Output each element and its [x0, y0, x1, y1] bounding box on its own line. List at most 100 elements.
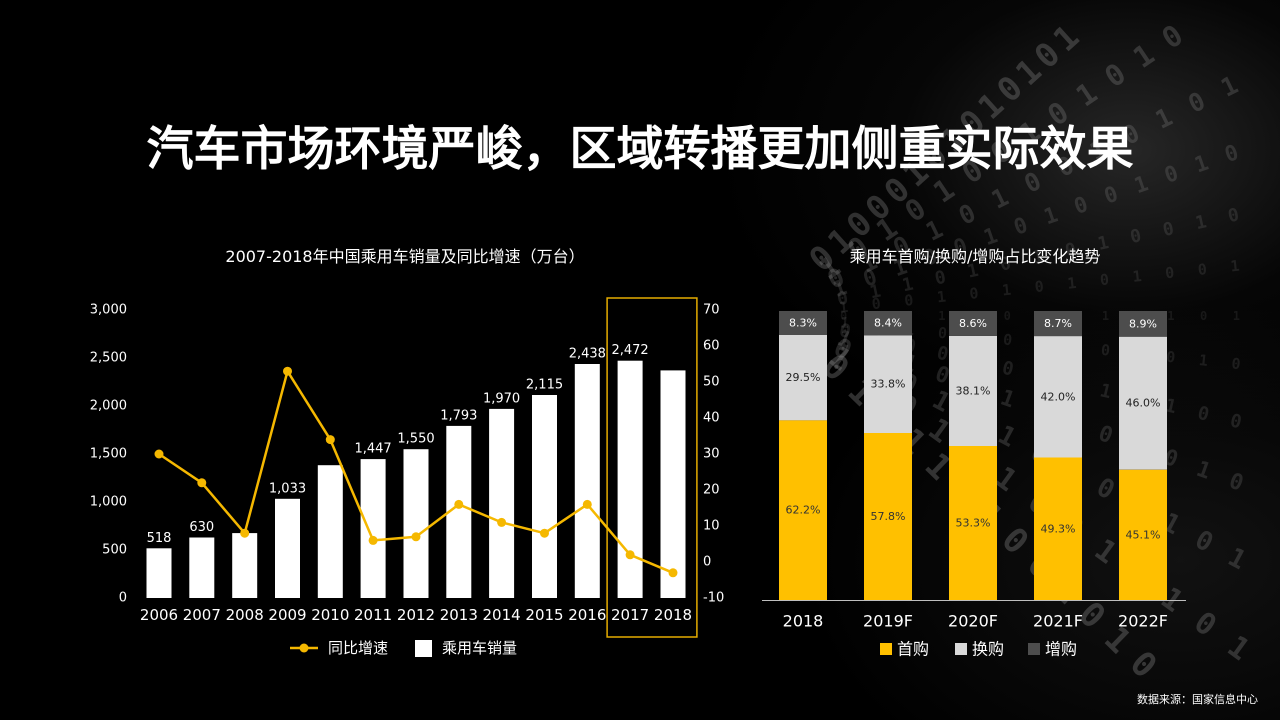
- segment-value-label: 8.3%: [789, 317, 817, 330]
- additional-purchase-segment: [1034, 311, 1082, 337]
- left-axis-tick-label: 0: [119, 591, 127, 606]
- sales-bar-label: 518: [147, 531, 172, 546]
- right-axis-tick-label: 50: [703, 375, 720, 390]
- sales-bar: [317, 465, 343, 598]
- first-purchase-segment: [864, 433, 912, 600]
- segment-value-label: 8.7%: [1044, 317, 1072, 330]
- growth-rate-point: [454, 499, 464, 509]
- sales-bar: [360, 459, 386, 598]
- additional-purchase-segment: [864, 311, 912, 336]
- sales-bar-label: 2,438: [569, 347, 606, 362]
- x-axis-tick-label: 2018: [654, 606, 692, 624]
- sales-bar-label: 1,447: [354, 442, 391, 457]
- sales-bar-label: 2,115: [526, 378, 563, 393]
- growth-rate-point: [540, 528, 549, 538]
- sales-bar: [532, 395, 557, 598]
- segment-value-label: 42.0%: [1041, 390, 1076, 403]
- replacement-purchase-segment: [1119, 336, 1167, 470]
- segment-value-label: 45.1%: [1126, 528, 1161, 541]
- sales-bar: [146, 548, 172, 598]
- right-axis-tick-label: 70: [703, 303, 720, 318]
- right-axis-tick-label: 10: [703, 519, 720, 534]
- segment-value-label: 46.0%: [1126, 397, 1161, 410]
- x-axis-tick-label: 2020F: [948, 612, 998, 631]
- x-axis-tick-label: 2013: [440, 606, 478, 624]
- first-purchase-segment: [949, 446, 997, 600]
- sales-bar: [660, 370, 686, 598]
- sales-bar-label: 2,472: [611, 343, 648, 358]
- sales-bar: [617, 360, 643, 598]
- legend-line-marker: [299, 643, 309, 653]
- segment-value-label: 8.9%: [1129, 317, 1157, 330]
- growth-rate-point: [582, 499, 592, 509]
- x-axis-tick-label: 2006: [140, 606, 178, 624]
- replacement-purchase-segment: [949, 335, 997, 446]
- right-axis-tick-label: 30: [703, 447, 720, 462]
- segment-value-label: 8.4%: [874, 317, 902, 330]
- segment-value-label: 29.5%: [786, 371, 821, 384]
- left-axis-tick-label: 2,000: [90, 399, 127, 414]
- x-axis-tick-label: 2007: [183, 606, 221, 624]
- sales-bar-label: 1,033: [269, 481, 306, 496]
- sales-bar: [189, 537, 215, 598]
- highlight-box: [606, 297, 698, 638]
- legend-label: 增购: [1045, 640, 1077, 659]
- left-axis-tick-label: 500: [102, 543, 127, 558]
- sales-bar-label: 1,793: [440, 408, 477, 423]
- legend-label-sales: 乘用车销量: [442, 639, 517, 657]
- first-purchase-segment: [1119, 469, 1167, 600]
- right-axis-tick-label: 0: [703, 555, 711, 570]
- left-axis-tick-label: 3,000: [90, 303, 127, 318]
- segment-value-label: 62.2%: [786, 504, 821, 517]
- replacement-purchase-segment: [1034, 336, 1082, 458]
- left-axis-tick-label: 1,000: [90, 495, 127, 510]
- growth-rate-point: [411, 532, 421, 542]
- growth-rate-point: [154, 449, 164, 459]
- legend-swatch: [880, 643, 892, 655]
- replacement-purchase-segment: [779, 335, 827, 421]
- sales-bar: [275, 498, 300, 598]
- x-axis-tick-label: 2018: [783, 612, 824, 631]
- segment-value-label: 38.1%: [956, 384, 991, 397]
- segment-value-label: 49.3%: [1041, 522, 1076, 535]
- sales-bar: [489, 408, 515, 598]
- right-axis-tick-label: -10: [703, 591, 724, 606]
- data-source-note: 数据来源：国家信息中心: [1137, 693, 1258, 706]
- sales-bar-label: 630: [189, 520, 214, 535]
- segment-value-label: 57.8%: [871, 510, 906, 523]
- left-axis-tick-label: 2,500: [90, 351, 127, 366]
- legend-label-growth-rate: 同比增速: [328, 639, 388, 657]
- legend-swatch: [955, 643, 967, 655]
- x-axis-tick-label: 2021F: [1033, 612, 1083, 631]
- legend-swatch: [1028, 643, 1040, 655]
- purchase-mix-chart-title: 乘用车首购/换购/增购占比变化趋势: [849, 247, 1101, 266]
- sales-bar: [403, 449, 429, 598]
- additional-purchase-segment: [949, 311, 997, 336]
- slide-title: 汽车市场环境严峻，区域转播更加侧重实际效果: [146, 122, 1134, 177]
- sales-bar-label: 1,970: [483, 391, 520, 406]
- sales-chart: 0 500 1,000 1,500 2,000 2,500 3,000 -10 0 10 20 30 4…: [90, 297, 724, 657]
- growth-rate-point: [325, 435, 335, 445]
- x-axis-tick-label: 2011: [354, 606, 392, 624]
- x-axis-tick-label: 2015: [525, 606, 563, 624]
- additional-purchase-segment: [1119, 311, 1167, 337]
- sales-bar-label: 1,550: [397, 432, 434, 447]
- first-purchase-segment: [1034, 457, 1082, 600]
- sales-bar: [574, 364, 600, 598]
- segment-value-label: 8.6%: [959, 317, 987, 330]
- growth-rate-point: [668, 568, 678, 578]
- growth-rate-point: [240, 528, 250, 538]
- first-purchase-segment: [779, 420, 827, 600]
- sales-chart-title: 2007-2018年中国乘用车销量及同比增速（万台）: [225, 247, 585, 266]
- segment-value-label: 33.8%: [871, 378, 906, 391]
- growth-rate-point: [283, 366, 292, 376]
- replacement-purchase-segment: [864, 335, 912, 433]
- x-axis-tick-label: 2019F: [863, 612, 913, 631]
- right-axis-tick-label: 20: [703, 483, 720, 498]
- x-axis-tick-label: 2014: [483, 606, 521, 624]
- additional-purchase-segment: [779, 311, 827, 335]
- growth-rate-point: [497, 517, 507, 527]
- x-axis-tick-label: 2012: [397, 606, 435, 624]
